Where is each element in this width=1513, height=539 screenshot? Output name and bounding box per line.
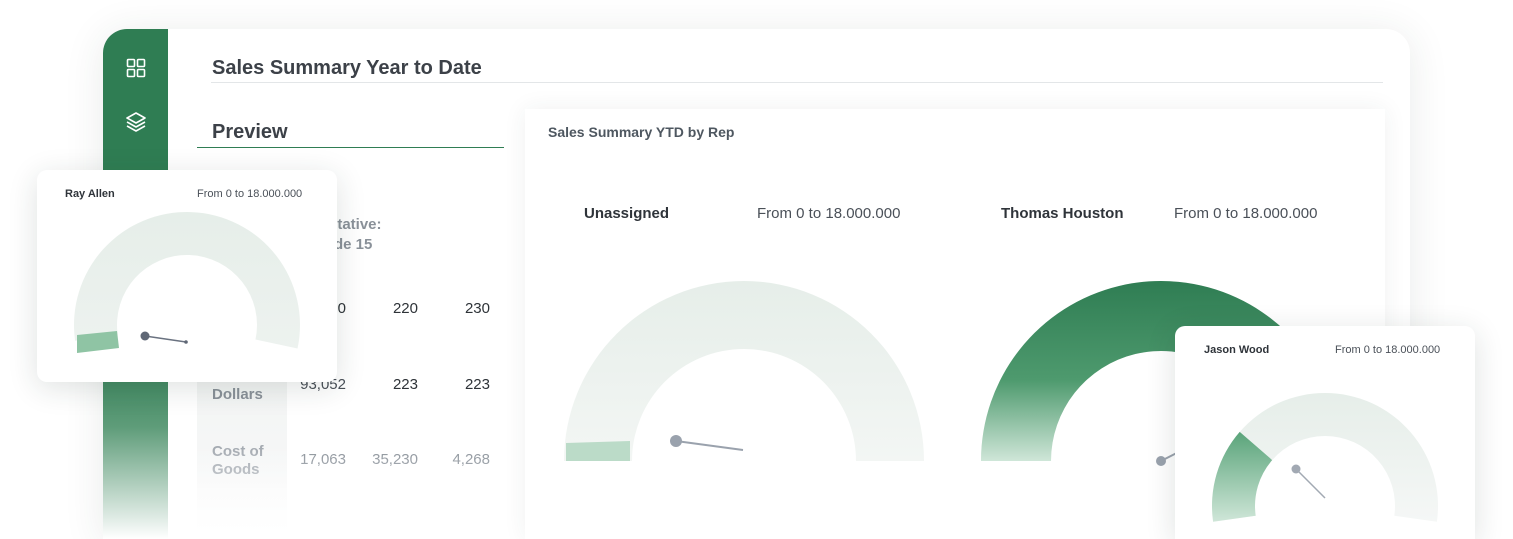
gauge-label-unassigned: Unassigned [584,205,670,222]
gauge-jason-wood [1212,393,1438,522]
table-cell: 0 [337,300,346,317]
ray-allen-card: Ray Allen From 0 to 18.000.000 [37,170,337,382]
gauge-needle-hub [140,331,150,341]
page-title: Sales Summary Year to Date [212,57,482,79]
gauge-needle-hub [670,435,682,447]
jason-wood-card: Jason Wood From 0 to 18.000.000 [1175,326,1475,539]
gauge-track [73,211,300,349]
gauge-value-segment [77,331,119,353]
preview-underline [197,147,504,148]
gauge-needle-hub [184,340,188,344]
grid-icon[interactable] [123,55,148,80]
card-rep-name: Ray Allen [65,188,115,200]
divider [211,82,1383,83]
card-range: From 0 to 18.000.000 [197,188,303,200]
gauge-needle [1295,468,1326,499]
ray-allen-gauge [73,211,300,353]
preview-title: Preview [212,121,288,143]
gauge-label-thomas: Thomas Houston [1001,205,1124,222]
gauge-range: From 0 to 18.000.000 [757,205,901,222]
gauge-needle-hub [1156,456,1166,466]
gauge-unassigned [564,281,924,461]
gauge-range: From 0 to 18.000.000 [1174,205,1318,222]
gauge-ray-allen [73,211,300,353]
gauge-needle [675,440,744,451]
gauge-needle [144,335,187,343]
gauge-track [1212,393,1438,522]
chart-title: Sales Summary YTD by Rep [548,124,735,140]
table-cell: 220 [392,300,418,317]
layers-icon[interactable] [123,109,148,134]
gauge-needle-hub [1291,464,1301,474]
card-range: From 0 to 18.000.000 [1335,344,1441,356]
gauge-value-arc [1212,431,1273,522]
gauge-value-segment [566,441,630,461]
gauge-track [564,281,924,461]
table-cell: 230 [464,300,490,317]
card-rep-name: Jason Wood [1204,344,1270,356]
jason-wood-gauge [1212,393,1438,522]
